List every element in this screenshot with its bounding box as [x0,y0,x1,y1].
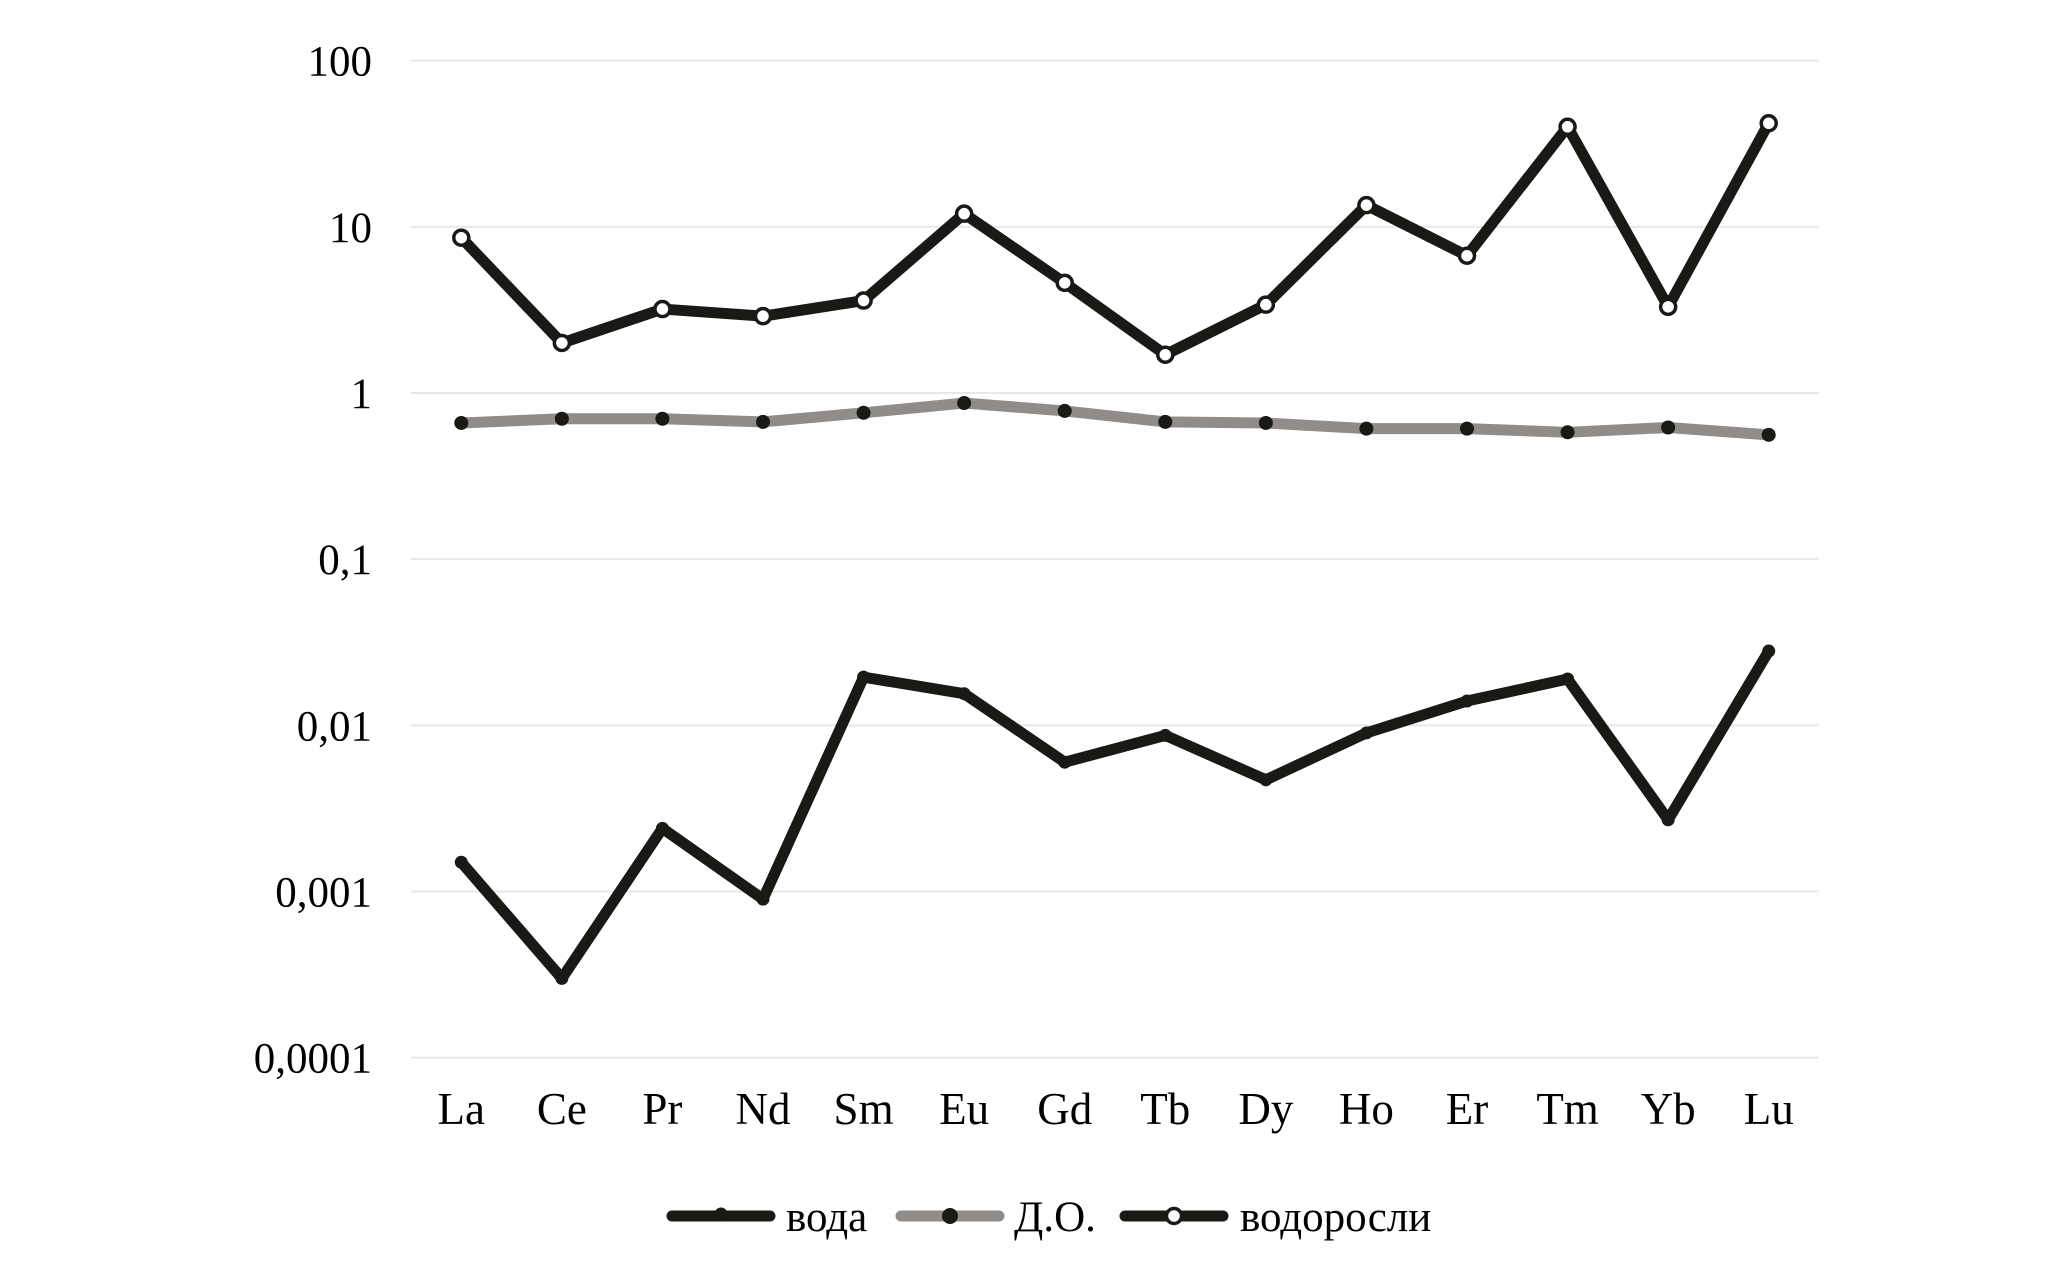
x-axis-label: Pr [642,1084,682,1134]
marker-dot [857,670,871,684]
marker-open-circle [1156,345,1175,364]
series-vodorosli-line [455,117,1775,361]
marker-dot [1158,414,1173,429]
y-tick-label: 10 [329,205,372,252]
x-axis-label: Yb [1641,1084,1696,1134]
marker-dot [1560,425,1575,440]
marker-dot [454,415,469,430]
x-axis-label: Tm [1536,1084,1599,1134]
marker-open-circle [552,333,572,353]
x-axis-label: Sm [834,1084,894,1134]
marker-open-circle [1457,246,1477,265]
x-axis-label: Gd [1037,1084,1092,1134]
x-axis-label: Lu [1744,1084,1794,1134]
y-tick-label: 100 [308,39,373,86]
y-tick-label: 1 [351,371,373,418]
legend-item-voda: вода [666,1194,867,1241]
marker-open-circle [653,299,672,319]
marker-open-circle [1357,195,1376,215]
marker-open-circle [452,228,471,247]
x-axis-label: Tb [1140,1084,1190,1134]
marker-dot [1058,755,1072,769]
series-layer [452,114,1778,985]
y-axis-tick-labels: 100 10 1 0,1 0,01 0,001 0,0001 [254,39,372,1083]
marker-open-circle [753,306,773,326]
marker-open-circle [1558,117,1577,137]
legend: вода Д.О. водоросли [666,1194,1431,1241]
legend-label: Д.О. [1014,1194,1096,1241]
legend-label: вода [786,1194,867,1241]
x-axis-category-labels: La Ce Pr Nd Sm Eu Gd Tb Dy Ho Er Tm Yb Lu [438,1084,1794,1134]
marker-dot [1561,672,1575,686]
series-do [454,396,1776,442]
marker-open-circle [1055,273,1074,293]
series-voda-line [455,645,1775,984]
y-tick-label: 0,0001 [254,1036,372,1083]
marker-dot [1359,726,1373,740]
legend-marker-dot [942,1208,958,1224]
marker-dot [554,411,569,426]
marker-dot [1661,420,1676,435]
marker-dot [957,396,972,411]
marker-dot [1762,644,1776,658]
gridlines [411,59,1819,1059]
marker-open-circle [954,204,974,223]
legend-label: водоросли [1240,1194,1431,1241]
legend-marker-open-circle [1164,1206,1184,1226]
x-axis-label: Eu [939,1084,989,1134]
marker-dot [1158,728,1172,742]
series-do-line [455,397,1775,441]
marker-dot [756,892,770,906]
x-axis-label: Ce [537,1084,587,1134]
marker-dot [1661,813,1675,827]
x-axis-label: Dy [1238,1084,1293,1134]
marker-dot [454,855,468,869]
marker-dot [1057,403,1072,418]
marker-open-circle [1256,295,1276,314]
x-axis-label: Nd [736,1084,791,1134]
marker-dot [655,411,670,426]
marker-open-circle [854,291,873,310]
marker-open-circle [1658,297,1678,317]
marker-dot [1359,421,1374,436]
x-axis-label: La [438,1084,485,1134]
marker-dot [856,405,871,420]
marker-dot [555,971,569,985]
marker-dot [655,821,669,835]
marker-dot [1460,421,1474,436]
marker-dot [957,687,971,701]
series-vodorosli [452,114,1778,364]
series-voda [454,644,1776,985]
marker-dot [1259,773,1273,787]
y-tick-label: 0,01 [297,703,372,750]
x-axis-label: Ho [1339,1084,1394,1134]
marker-dot [1258,415,1273,430]
legend-item-do: Д.О. [895,1194,1096,1241]
marker-dot [1761,427,1776,442]
y-tick-label: 0,001 [275,870,372,917]
marker-dot [1460,694,1474,708]
x-axis-label: Er [1446,1084,1488,1134]
legend-item-vodorosli: водоросли [1119,1194,1431,1241]
legend-marker-dot [714,1207,728,1221]
marker-dot [756,414,770,429]
marker-open-circle [1759,114,1778,133]
y-tick-label: 0,1 [318,537,372,584]
